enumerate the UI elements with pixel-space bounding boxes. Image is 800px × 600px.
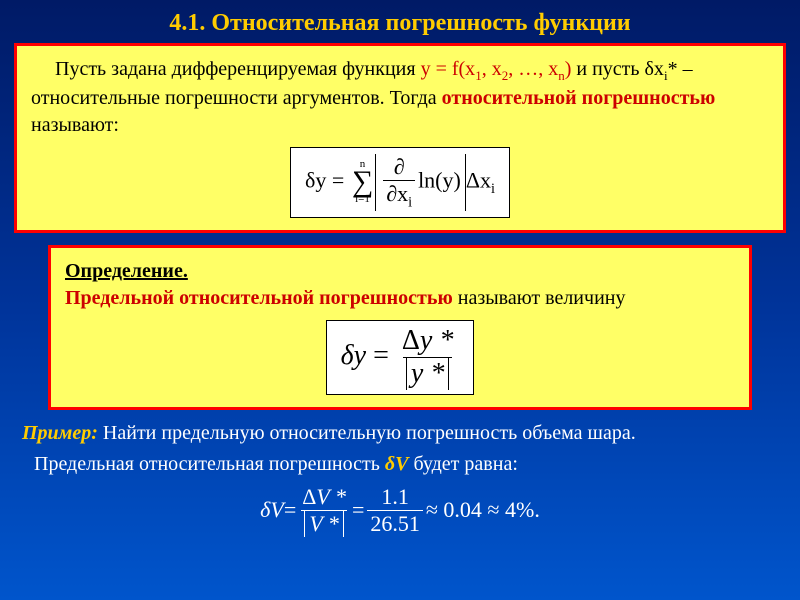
box2-t1: называют величину (453, 287, 626, 309)
example-equation: δV = ΔV *V * = 1.126.51 ≈ 0.04 ≈ 4%. (0, 484, 800, 537)
box1-t1: Пусть задана дифференцируемая функция (55, 58, 421, 80)
box2-term: Предельной относительной погрешностью (65, 287, 453, 309)
example-t2: Предельная относительная погрешность (34, 453, 385, 475)
box1-paragraph: Пусть задана дифференцируемая функция y … (31, 56, 769, 139)
definition-box-2: Определение. Предельной относительной по… (48, 245, 752, 410)
example-t3: будет равна: (408, 453, 517, 475)
example-head: Пример: (22, 422, 98, 444)
box1-t4: называют: (31, 114, 119, 136)
box1-term: относительной погрешностью (442, 87, 716, 109)
box1-t2: и пусть δx (571, 58, 664, 80)
box2-paragraph: Определение. Предельной относительной по… (65, 258, 735, 312)
delta-v: δV (385, 453, 409, 475)
example-t1: Найти предельную относительную погрешнос… (98, 422, 636, 444)
box2-head: Определение. (65, 260, 188, 282)
definition-box-1: Пусть задана дифференцируемая функция y … (14, 43, 786, 233)
example-line2: Предельная относительная погрешность δV … (0, 445, 800, 476)
box1-formula: δy = n∑i=1∂∂xiln(y)Δxi (290, 147, 510, 218)
box1-fn: y = f(x1, x2, …, xn) (421, 58, 572, 80)
section-title: 4.1. Относительная погрешность функции (0, 0, 800, 43)
example-line: Пример: Найти предельную относительную п… (0, 410, 800, 445)
box2-formula: δy = Δy *y * (326, 320, 475, 395)
